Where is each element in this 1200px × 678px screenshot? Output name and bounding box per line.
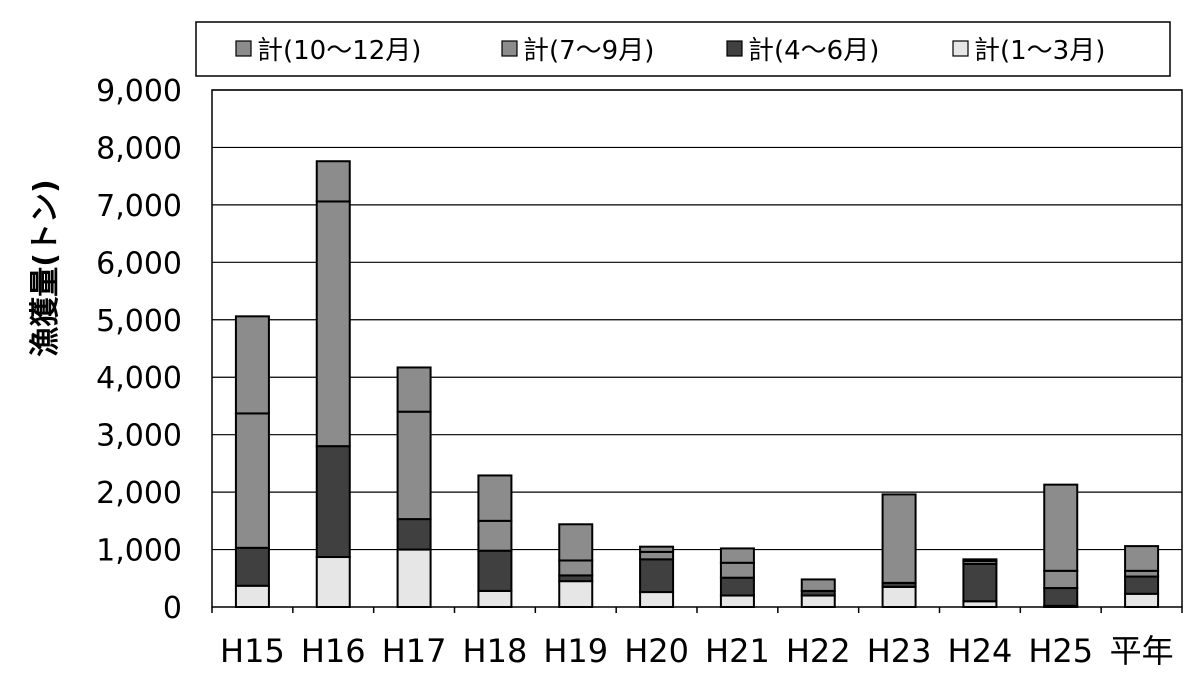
legend-swatch xyxy=(501,40,518,57)
y-axis-label: 漁獲量(トン) xyxy=(28,179,63,356)
bar-segment xyxy=(962,558,998,563)
x-category-label: H25 xyxy=(1028,632,1093,670)
bar-segment xyxy=(315,200,351,448)
bar-segment xyxy=(639,591,675,609)
axes xyxy=(211,89,1183,613)
bar-segment xyxy=(234,412,270,549)
bar-segment xyxy=(962,562,998,603)
bar-segment xyxy=(234,584,270,608)
legend-swatch xyxy=(726,40,743,57)
bar-segment xyxy=(1043,569,1079,590)
legend-entry: 計(10～12月) xyxy=(257,36,421,66)
bar-segment xyxy=(1043,587,1079,607)
legend-swatch xyxy=(235,40,252,57)
bar-segment xyxy=(396,366,432,413)
y-tick-label: 6,000 xyxy=(96,246,182,281)
y-tick-label: 9,000 xyxy=(96,74,182,109)
x-category-label: H16 xyxy=(301,632,366,670)
bar-segment xyxy=(477,474,513,522)
x-category-label: H23 xyxy=(867,632,932,670)
bar-segment xyxy=(719,561,755,579)
y-tick-label: 3,000 xyxy=(96,419,182,454)
bar-segment xyxy=(800,594,836,608)
bar-segment xyxy=(558,559,594,577)
bar-segment xyxy=(881,493,917,584)
stacked-bars xyxy=(234,160,1160,609)
x-category-labels: H15 H16 H17 H18 H19 H20 H21 H22 H23 H24 H25 平年 xyxy=(220,632,1174,670)
legend: 計(10～12月) 計(7～9月) 計(4～6月) 計(1～3月) xyxy=(195,21,1171,77)
legend-entry: 計(1～3月) xyxy=(974,36,1105,66)
bar-segment xyxy=(639,550,675,561)
bar-segment xyxy=(558,523,594,562)
y-tick-label: 0 xyxy=(163,591,182,626)
y-tick-label: 5,000 xyxy=(96,304,182,339)
bar-segment xyxy=(639,545,675,553)
bar-segment xyxy=(315,445,351,559)
bar-segment xyxy=(719,547,755,564)
bar-segment xyxy=(477,549,513,592)
bar-segment xyxy=(558,580,594,609)
x-category-label: H24 xyxy=(948,632,1013,670)
bar-segment xyxy=(315,160,351,203)
bar-segment xyxy=(477,589,513,608)
x-category-label: H20 xyxy=(624,632,689,670)
y-tick-label: 8,000 xyxy=(96,131,182,166)
bar-segment xyxy=(800,578,836,592)
legend-entry: 計(4～6月) xyxy=(748,36,879,66)
bar-segment xyxy=(396,548,432,608)
bar-segment xyxy=(396,410,432,521)
bar-segment xyxy=(234,315,270,415)
legend-entry: 計(7～9月) xyxy=(523,36,654,66)
bar-segment xyxy=(477,519,513,552)
y-tick-labels: 0 1,000 2,000 3,000 4,000 5,000 6,000 7,000 8,00… xyxy=(96,74,182,626)
bar-segment xyxy=(719,576,755,597)
x-category-label: H21 xyxy=(705,632,770,670)
bar-segment xyxy=(1043,483,1079,572)
x-category-label: 平年 xyxy=(1110,632,1174,670)
x-category-label: H18 xyxy=(463,632,528,670)
y-tick-label: 2,000 xyxy=(96,476,182,511)
legend-swatch xyxy=(952,40,969,57)
legend-box xyxy=(195,21,1171,77)
y-tick-label: 1,000 xyxy=(96,534,182,569)
bar-segment xyxy=(881,585,917,609)
bar-segment xyxy=(1124,575,1160,595)
x-category-label: H19 xyxy=(543,632,608,670)
bar-segment xyxy=(396,518,432,551)
bar-segment xyxy=(1124,592,1160,609)
bar-segment xyxy=(234,546,270,587)
x-category-label: H17 xyxy=(382,632,447,670)
y-tick-label: 7,000 xyxy=(96,189,182,224)
gridlines xyxy=(212,89,1182,551)
y-tick-label: 4,000 xyxy=(96,361,182,396)
bar-segment xyxy=(1124,545,1160,572)
plot-frame xyxy=(211,89,1183,608)
x-category-label: H22 xyxy=(786,632,851,670)
x-category-label: H15 xyxy=(220,632,285,670)
bar-segment xyxy=(315,556,351,608)
bar-segment xyxy=(639,558,675,594)
bar-segment xyxy=(719,594,755,608)
